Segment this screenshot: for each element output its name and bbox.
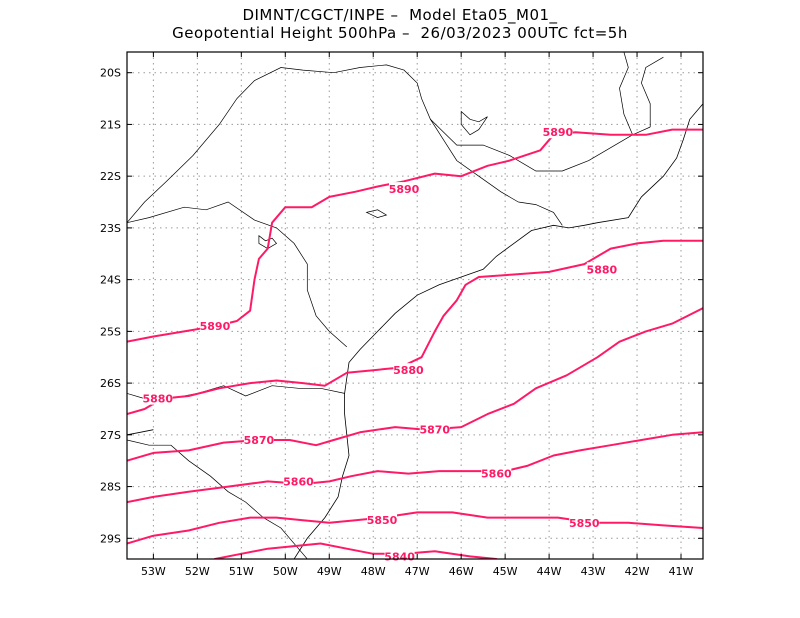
contour-label-bg [389,182,420,196]
coastline [293,103,703,559]
state-border [430,119,651,172]
axes: 53W 52W 51W 50W 49W 48W 47W 46W 45W 44W 43W 42W 41W 2… [100,52,703,578]
contour-label-bg [586,262,617,276]
contour-label: 5890 [389,183,420,196]
state-border [127,201,348,348]
x-tick-label: 52W [185,565,210,578]
contour-5890 [127,128,703,343]
contour-label-bg [367,513,398,527]
lake [258,234,278,250]
contour-label: 5870 [419,424,450,437]
map-title-line2: Geopotential Height 500hPa – 26/03/2023 … [172,24,628,42]
contour-label-bg [542,125,573,139]
x-tick-label: 42W [625,565,650,578]
contour-label-bg [393,363,424,377]
plot-frame [126,51,704,560]
contour-label: 5880 [393,364,424,377]
contour-5850 [127,511,703,545]
y-tick-label: 22S [100,170,121,183]
contour-label-bg [419,422,450,436]
contour-label: 5840 [384,550,415,563]
contour-label: 5850 [569,517,600,530]
contour-labels: 5890 5890 5890 5880 5880 5880 5870 5870 5860 5860… [142,125,618,563]
y-tick-label: 23S [100,222,121,235]
y-tick-label: 29S [100,532,121,545]
x-tick-label: 53W [141,565,166,578]
contour-label: 5860 [481,468,512,481]
contour-label: 5890 [200,320,231,333]
x-tick-label: 50W [273,565,298,578]
contour-label: 5880 [587,263,618,276]
contour-5880 [127,239,703,416]
map-title-line1: DIMNT/CGCT/INPE – Model Eta05_M01_ [242,6,558,24]
x-tick-label: 41W [669,565,694,578]
contour-label-bg [199,319,230,333]
y-tick-label: 24S [100,274,121,287]
coastline [127,429,154,436]
contour-5860 [127,431,703,504]
y-tick-label: 20S [100,67,121,80]
contour-label-bg [243,433,274,447]
contour-5840 [213,542,498,559]
gridlines [127,52,703,559]
contour-label-bg [481,466,512,480]
x-tick-label: 44W [537,565,562,578]
contour-label: 5870 [244,434,275,447]
contour-label-bg [283,474,314,488]
lake [365,209,388,218]
contour-label: 5890 [543,126,574,139]
x-tick-label: 48W [361,565,386,578]
contour-label-bg [569,515,600,529]
x-tick-label: 47W [405,565,430,578]
state-border [619,52,633,135]
y-tick-label: 26S [100,377,121,390]
y-tick-label: 25S [100,325,121,338]
x-tick-label: 46W [449,565,474,578]
contour-label: 5850 [367,514,398,527]
x-tick-label: 49W [317,565,342,578]
y-tick-label: 21S [100,118,121,131]
contour-label: 5860 [283,475,314,488]
contour-label-bg [142,391,173,405]
x-tick-label: 45W [493,565,518,578]
x-tick-label: 51W [229,565,254,578]
y-tick-label: 27S [100,429,121,442]
state-border [127,439,308,559]
y-tick-label: 28S [100,481,121,494]
geography [127,52,703,559]
state-border [518,201,563,226]
x-tick-label: 43W [581,565,606,578]
contour-label: 5880 [142,393,173,406]
lake [460,110,488,136]
state-border [127,64,519,223]
state-border [641,56,664,127]
